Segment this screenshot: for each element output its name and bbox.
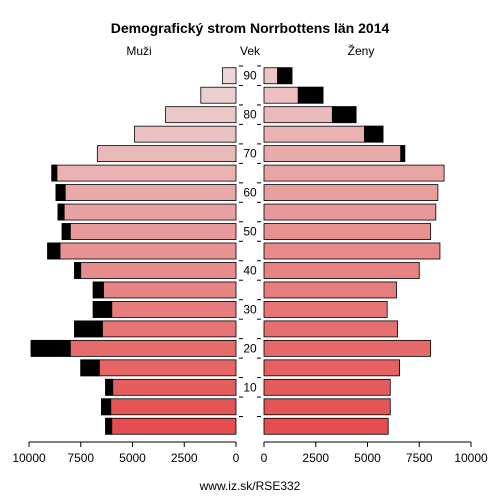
age-label-50: 50 [243, 225, 257, 239]
female-bar-60-64 [263, 184, 439, 201]
center-axis-label: Vek [240, 44, 261, 58]
x-tick-label-right-10000: 10000 [454, 451, 488, 465]
male-surplus-bar-15-19 [80, 359, 100, 377]
male-bar-65-69 [51, 164, 237, 182]
male-bar-45-49 [47, 242, 237, 260]
right-series-label: Ženy [348, 43, 375, 58]
male-surplus-bar-50-54 [61, 223, 71, 240]
female-bar-70-74 [263, 145, 406, 163]
male-bar-50-54 [61, 223, 237, 240]
male-bar-85-89 [200, 86, 237, 104]
female-surplus-bar-85-89 [297, 86, 324, 104]
female-bar-5-9 [263, 398, 391, 416]
male-surplus-bar-45-49 [47, 242, 61, 260]
male-bar-35-39 [92, 281, 237, 299]
x-tick-label-left-5000: 5000 [119, 451, 146, 465]
male-bar-5-9 [101, 398, 237, 416]
male-bar-90+ [222, 67, 237, 85]
female-bar-15-19 [263, 359, 400, 377]
male-bar-15-19 [80, 359, 237, 377]
x-tick-label-left-2500: 2500 [171, 451, 198, 465]
male-surplus-bar-25-29 [74, 320, 103, 338]
female-surplus-bar-75-79 [363, 125, 384, 143]
left-series-label: Muži [126, 44, 151, 58]
female-surplus-bar-80-84 [331, 106, 357, 124]
age-label-80: 80 [243, 108, 257, 122]
male-bar-40-44 [74, 262, 237, 279]
male-surplus-bar-35-39 [92, 281, 104, 299]
female-bar-55-59 [263, 203, 437, 221]
x-axis-left: 10000 7500 5000 2500 0 [12, 441, 240, 465]
x-tick-label-left-0: 0 [233, 451, 240, 465]
male-surplus-bar-20-24 [30, 339, 71, 357]
female-bar-10-14 [263, 378, 391, 396]
female-bar-25-29 [263, 320, 398, 338]
male-surplus-bar-5-9 [101, 398, 112, 416]
age-label-10: 10 [243, 380, 257, 394]
x-tick-label-right-7500: 7500 [406, 451, 433, 465]
female-bar-40-44 [263, 262, 420, 279]
female-bar-30-34 [263, 301, 388, 318]
x-tick-label-left-7500: 7500 [67, 451, 94, 465]
x-tick-label-right-5000: 5000 [354, 451, 381, 465]
x-axis-right: 0 2500 5000 7500 10000 [261, 441, 488, 465]
chart-title: Demografický strom Norrbottens län 2014 [111, 20, 390, 36]
male-bar-10-14 [105, 378, 237, 396]
x-tick-label-right-2500: 2500 [302, 451, 329, 465]
age-label-30: 30 [243, 302, 257, 316]
male-bar-70-74 [96, 145, 237, 163]
male-surplus-bar-30-34 [92, 301, 113, 318]
female-bar-35-39 [263, 281, 397, 299]
x-tick-label-right-0: 0 [261, 451, 268, 465]
age-label-20: 20 [243, 341, 257, 355]
male-surplus-bar-55-59 [57, 203, 65, 221]
age-label-40: 40 [243, 263, 257, 277]
male-surplus-bar-60-64 [55, 184, 66, 201]
female-bar-0-4 [263, 417, 389, 435]
male-surplus-bar-0-4 [105, 417, 113, 435]
chart-footer: www.iz.sk/RSE332 [199, 479, 301, 493]
age-label-90: 90 [243, 69, 257, 83]
male-bar-0-4 [105, 417, 237, 435]
male-bar-80-84 [165, 106, 237, 124]
bars-layer [30, 67, 445, 435]
age-label-70: 70 [243, 147, 257, 161]
male-surplus-bar-40-44 [74, 262, 82, 279]
female-bar-50-54 [263, 223, 432, 240]
male-surplus-bar-10-14 [105, 378, 114, 396]
male-surplus-bar-65-69 [51, 164, 58, 182]
age-axis: 10 20 30 40 50 60 70 80 90 [239, 65, 261, 418]
female-bar-65-69 [263, 164, 445, 182]
x-tick-label-left-10000: 10000 [12, 451, 46, 465]
female-surplus-bar-90+ [277, 67, 293, 85]
female-surplus-bar-70-74 [400, 145, 406, 163]
female-bar-45-49 [263, 242, 441, 260]
age-label-60: 60 [243, 186, 257, 200]
male-bar-75-79 [134, 125, 237, 143]
male-bar-30-34 [92, 301, 237, 318]
male-bar-60-64 [55, 184, 237, 201]
male-bar-55-59 [57, 203, 237, 221]
female-bar-20-24 [263, 339, 432, 357]
